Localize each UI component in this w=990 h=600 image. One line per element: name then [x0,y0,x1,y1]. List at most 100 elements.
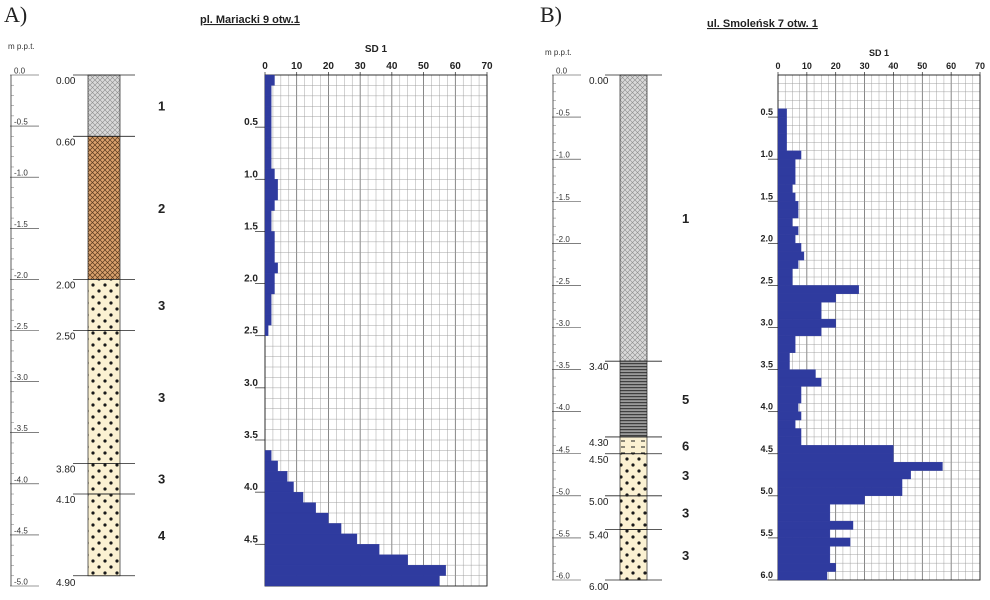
chart-bar [777,159,796,168]
chart-y-tick-label: 4.5 [760,444,773,454]
chart-bar [264,554,408,566]
layer-top-depth-label: 4.50 [589,455,609,466]
chart-x-tick-label: 40 [888,61,898,71]
chart-bar [777,142,787,151]
chart-bar [264,158,272,170]
depth-scale-label: 0.0 [556,67,568,76]
chart-bar [264,471,288,482]
chart-bar [264,283,275,295]
chart-bar [264,523,342,535]
chart-bar [264,137,272,149]
chart-bar [777,125,787,135]
chart-bar [264,106,272,117]
chart-bar [777,512,831,522]
layer-number-label: 3 [682,506,689,521]
chart-bar [777,209,799,219]
chart-bar [777,150,802,160]
chart-bar [777,470,911,480]
chart-bar [777,361,790,370]
chart-title: SD 1 [869,48,889,58]
chart-bar [777,394,802,404]
chart-bar [264,325,269,336]
chart-y-tick-label: 1.0 [244,169,258,180]
panel-a-label: A) [4,2,27,27]
panel-b-scale-unit: m p.p.t. [545,48,572,57]
layer-number-label: 3 [158,472,165,487]
depth-scale-label: -2.5 [14,322,28,331]
depth-scale-label: -3.0 [14,373,28,382]
chart-bar [777,436,802,446]
chart-bar [264,147,272,159]
layer-2-fill [87,135,121,280]
depth-scale-label: -0.5 [556,109,570,118]
chart-y-tick-label: 2.5 [244,326,258,337]
chart-bar [777,520,854,530]
layer-number-label: 3 [158,298,165,313]
depth-scale-label: -4.5 [556,445,570,454]
layer-top-depth-label: 3.40 [589,362,609,373]
layer-1-fill [619,74,648,362]
chart-bar [777,285,859,294]
panel-a-lithology-column: 0.00 1 0.60 2 2.00 3 2.50 3 3.80 3 4.10 4 4.90 [56,74,166,589]
chart-bar [264,189,278,201]
layer-3-fill [87,279,121,331]
chart-bar [777,175,796,185]
chart-x-tick-label: 70 [975,61,985,71]
chart-bar [777,184,793,193]
depth-scale-label: -5.0 [556,487,570,496]
layer-top-depth-label: 2.50 [56,332,76,343]
layer-number-label: 2 [158,201,165,216]
chart-y-tick-label: 2.0 [244,274,258,285]
chart-bar [264,210,272,222]
layer-number-label: 3 [682,468,689,483]
chart-x-tick-label: 70 [481,61,493,72]
depth-scale-label: -6.0 [556,572,570,581]
depth-scale-label: -0.5 [14,118,28,127]
chart-bar [264,544,380,555]
panel-b-lithology-column: 0.00 1 3.40 5 4.30 6 4.50 3 5.00 3 5.40 3 6.00 [589,74,689,593]
chart-bar [264,293,272,305]
layer-number-label: 3 [158,390,165,405]
layer-top-depth-label: 3.80 [56,464,76,475]
chart-y-tick-label: 0.5 [760,107,773,117]
chart-bar [777,403,799,412]
chart-bar [777,546,831,555]
chart-bar [777,192,796,202]
chart-bar [264,450,272,462]
chart-x-tick-label: 50 [917,61,927,71]
layer-number-label: 1 [158,99,165,114]
chart-y-tick-label: 4.5 [244,534,258,545]
chart-bar [777,318,836,328]
chart-bar [777,563,836,572]
chart-bar [777,217,793,227]
chart-y-tick-label: 3.5 [760,360,773,370]
chart-x-tick-label: 60 [450,61,462,72]
chart-y-tick-label: 4.0 [244,482,258,493]
chart-bar [264,241,275,253]
chart-bar [777,352,790,362]
layer-5-fill [87,463,121,495]
chart-bar [777,369,816,379]
chart-bar [777,377,822,387]
layer-top-depth-label: 0.60 [56,137,76,148]
chart-bar [777,411,802,421]
chart-x-tick-label: 30 [860,61,870,71]
chart-x-tick-label: 0 [262,61,268,72]
layer-top-depth-label: 4.30 [589,438,609,449]
panel-b-title: ul. Smoleńsk 7 otw. 1 [707,18,818,30]
chart-bar [777,133,787,143]
chart-x-tick-label: 20 [323,61,335,72]
depth-scale-label: -1.5 [556,193,570,202]
chart-bar [777,344,796,353]
chart-y-tick-label: 2.0 [760,233,773,243]
panel-b-chart: SD 1 0 10 20 30 40 50 60 70 0.5 1.0 1.5 2.0 2.5 3.0 3.5… [760,48,985,581]
depth-scale-label: -3.5 [14,424,28,433]
depth-scale-label: -1.0 [14,169,28,178]
depth-scale-label: -5.0 [14,578,28,587]
chart-bar [777,251,805,261]
chart-bar [777,302,822,311]
depth-scale-label: -3.0 [556,319,570,328]
panel-a-title: pl. Mariacki 9 otw.1 [200,14,300,26]
chart-bar [777,495,865,505]
chart-bar [777,260,799,269]
